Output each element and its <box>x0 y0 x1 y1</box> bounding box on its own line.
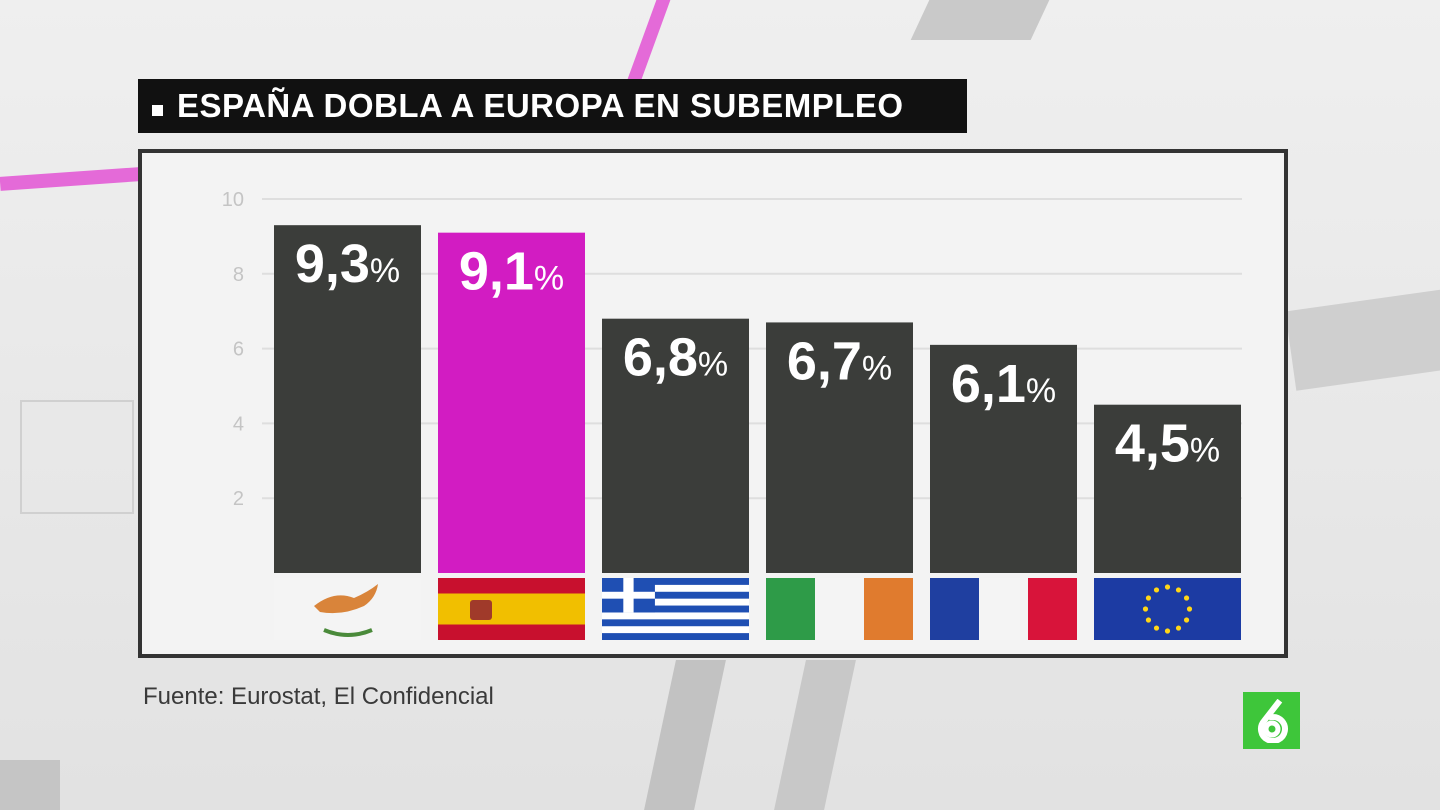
channel-logo <box>1243 692 1300 749</box>
bar-ireland <box>766 322 913 573</box>
y-tick-label: 4 <box>233 413 244 435</box>
ireland-flag <box>766 578 913 640</box>
bar-value-label: 4,5% <box>1115 414 1220 474</box>
y-tick-label: 6 <box>233 339 244 361</box>
bar-spain <box>438 232 585 573</box>
greece-flag <box>602 578 749 640</box>
y-tick-label: 2 <box>233 488 244 510</box>
bar-value-label: 9,3% <box>295 234 400 294</box>
chart-title-bar: ESPAÑA DOBLA A EUROPA EN SUBEMPLEO <box>138 79 967 133</box>
bar-value-label: 9,1% <box>459 242 564 302</box>
bar-value-label: 6,8% <box>623 328 728 388</box>
bar-eu <box>1094 404 1241 573</box>
bar-cyprus <box>274 225 421 573</box>
spain-flag <box>438 578 585 640</box>
title-bullet <box>152 104 163 116</box>
channel-logo-mark <box>1257 698 1288 743</box>
bar-chart: 2 4 6 8 10 9,3% 9,1% 6,8% 6,7% 6,1% 4,5% <box>222 189 1242 640</box>
bar-france <box>930 344 1077 573</box>
source-note: Fuente: Eurostat, El Confidencial <box>143 683 494 710</box>
bar-value-label: 6,7% <box>787 331 892 391</box>
france-flag <box>930 578 1077 640</box>
chart-panel: 2 4 6 8 10 9,3% 9,1% 6,8% 6,7% 6,1% 4,5% <box>138 149 1288 658</box>
y-tick-label: 10 <box>222 189 244 211</box>
chart-title: ESPAÑA DOBLA A EUROPA EN SUBEMPLEO <box>177 87 904 124</box>
bar-value-label: 6,1% <box>951 354 1056 414</box>
y-tick-label: 8 <box>233 264 244 286</box>
bar-greece <box>602 318 749 573</box>
cyprus-flag <box>274 578 421 640</box>
eu-flag <box>1094 578 1241 640</box>
